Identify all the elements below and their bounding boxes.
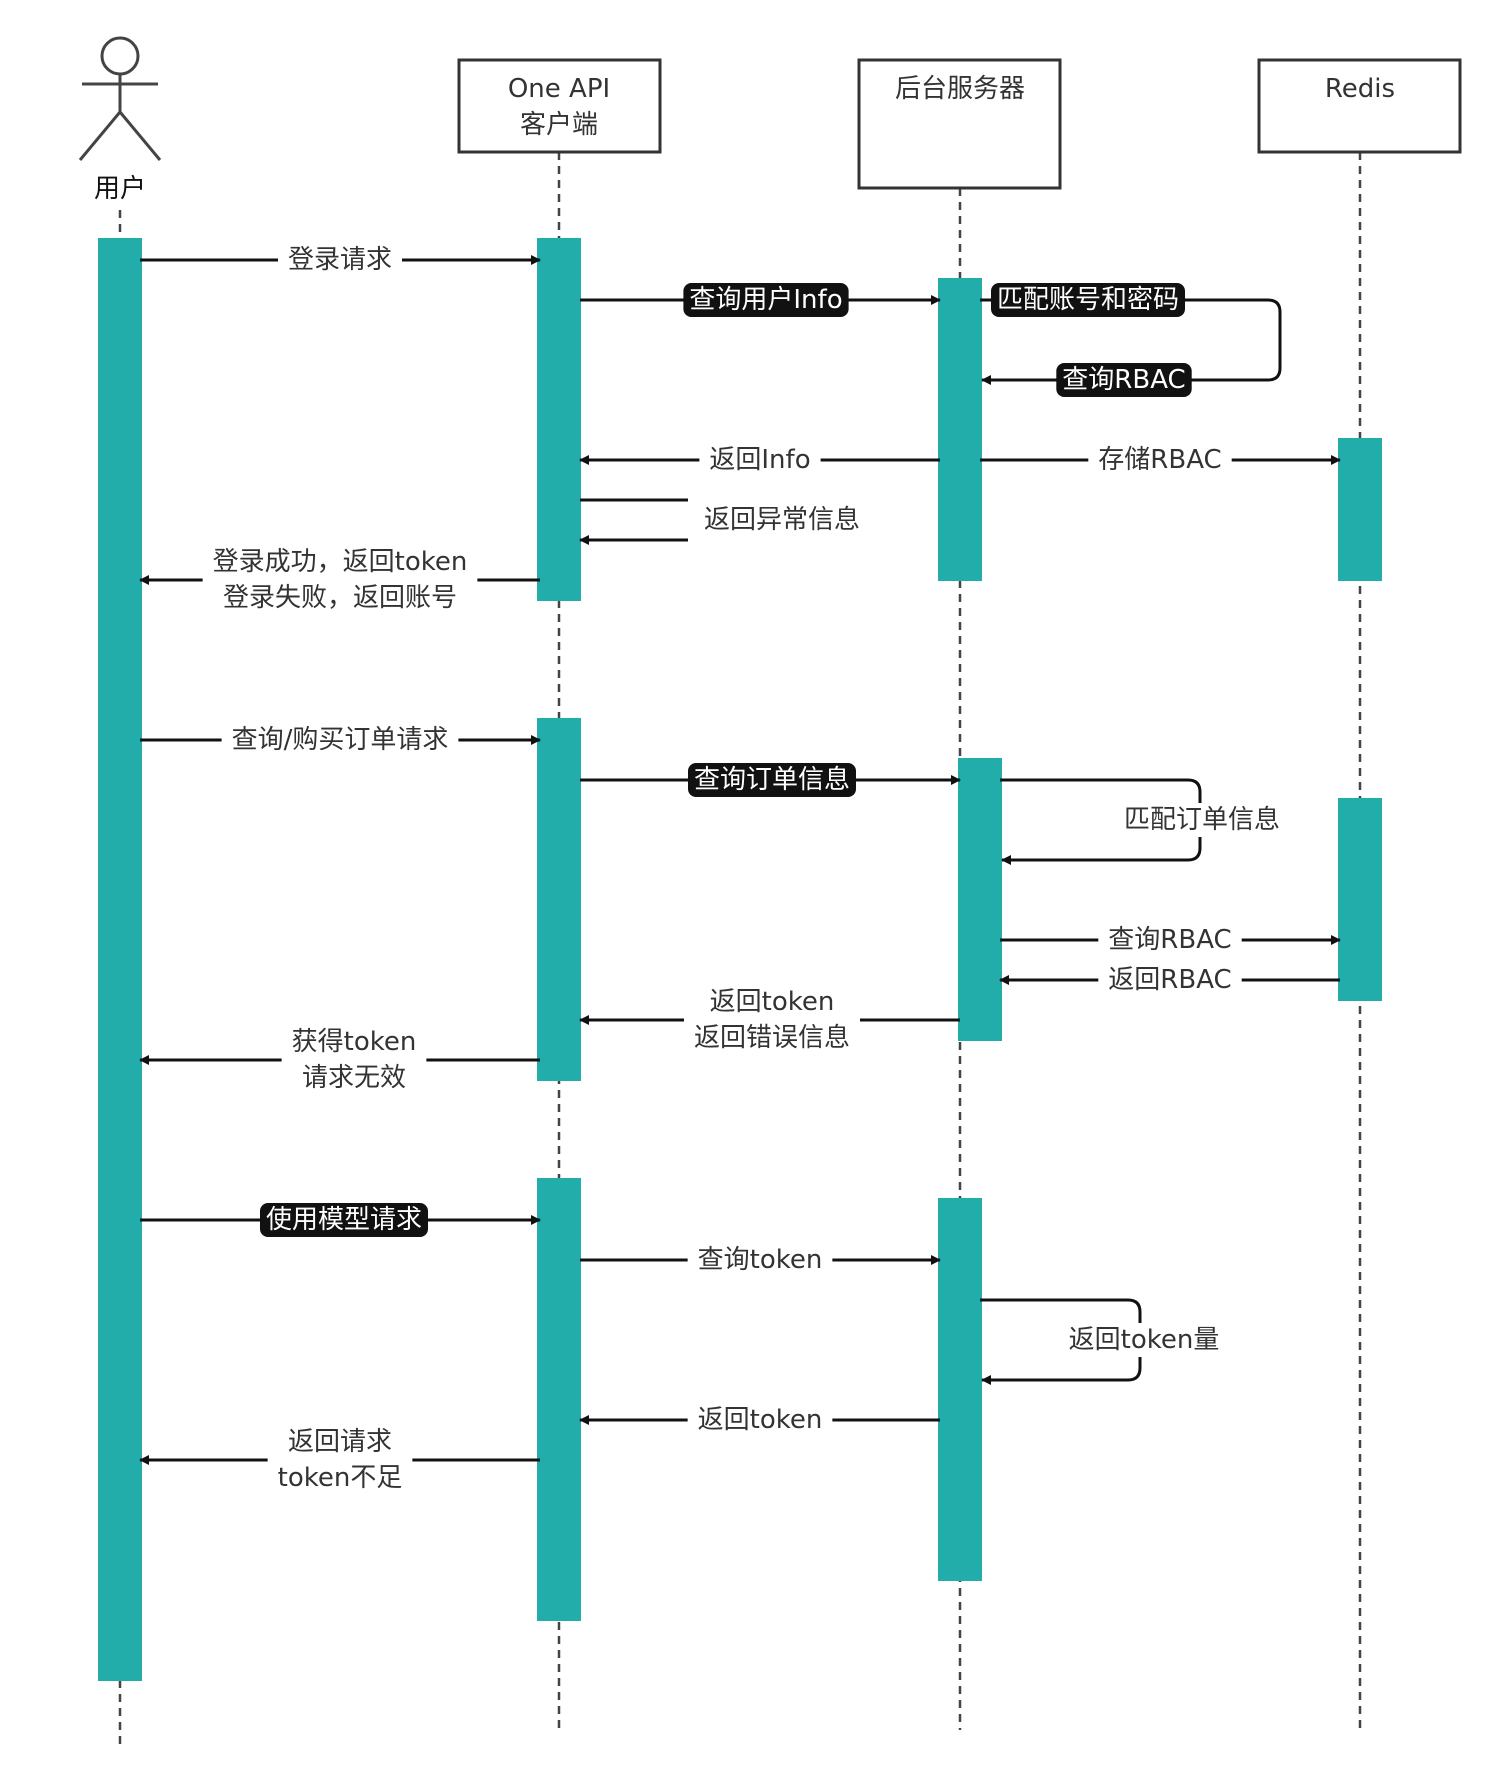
message-label: 返回Info <box>699 443 821 477</box>
participant-box <box>1257 58 1462 154</box>
message-label-line: 返回token量 <box>1069 1325 1220 1355</box>
message-label: 存储RBAC <box>1088 443 1232 477</box>
self-message-arrow <box>980 298 1282 385</box>
label-background <box>1058 1323 1230 1357</box>
message-label: 查询token <box>687 1243 833 1277</box>
label-background <box>683 985 861 1055</box>
activation-bar <box>537 238 581 601</box>
label-highlight-background <box>259 1203 429 1237</box>
message-label-line: 查询RBAC <box>1108 925 1231 955</box>
participant-label-line: One API <box>508 74 610 104</box>
message-label-line: 获得token <box>292 1027 417 1057</box>
label-background <box>1113 803 1291 837</box>
message-label-line: 请求无效 <box>302 1063 406 1093</box>
label-highlight-background <box>990 283 1186 317</box>
message-label-line: 查询订单信息 <box>694 765 850 795</box>
message-label-line: token不足 <box>278 1463 403 1493</box>
message-lines <box>139 255 1341 1465</box>
activation-bar <box>938 278 982 581</box>
message-label: 使用模型请求 <box>259 1203 429 1237</box>
message-label: 查询RBAC <box>1056 363 1192 397</box>
message-label: 查询RBAC <box>1098 923 1242 957</box>
message-label: 返回token 返回错误信息 <box>683 985 861 1055</box>
label-background <box>281 1025 427 1095</box>
message-label-line: 使用模型请求 <box>266 1205 422 1235</box>
participant-label-line: 客户端 <box>520 110 598 140</box>
message-label-line: 查询token <box>698 1245 823 1275</box>
message-label-line: 登录请求 <box>288 245 392 275</box>
message-label: 返回异常信息 <box>693 503 871 537</box>
participant-server: 后台服务器 <box>857 58 1062 190</box>
label-background <box>693 503 871 537</box>
message-label: 返回token量 <box>1058 1323 1230 1357</box>
stick-figure-icon <box>78 36 162 161</box>
activations <box>98 238 1382 1681</box>
participant-client: One API 客户端 <box>457 58 662 154</box>
actor-label: 用户 <box>94 174 146 204</box>
message-label-line: 返回token <box>710 987 835 1017</box>
label-background <box>687 1243 833 1277</box>
message-label-line: 匹配账号和密码 <box>997 285 1179 315</box>
label-background <box>699 443 821 477</box>
message-label-line: 匹配订单信息 <box>1124 805 1280 835</box>
label-highlight-background <box>1056 363 1192 397</box>
message-label-line: 查询用户Info <box>689 285 842 315</box>
activation-bar <box>958 758 1002 1041</box>
participant-redis: Redis <box>1257 58 1462 154</box>
message-label: 查询用户Info <box>683 283 849 317</box>
label-background <box>687 1403 833 1437</box>
activation-bar <box>1338 438 1382 581</box>
message-label-line: 登录成功，返回token <box>213 547 468 577</box>
activation-bar <box>938 1198 982 1581</box>
label-background <box>1098 923 1242 957</box>
message-label: 查询订单信息 <box>687 763 857 797</box>
participant-box <box>857 58 1062 190</box>
activation-bar <box>537 1178 581 1621</box>
message-label-line: 登录失败，返回账号 <box>223 583 457 613</box>
message-label-line: 返回RBAC <box>1108 965 1231 995</box>
label-background <box>267 1425 413 1495</box>
activation-bar <box>537 718 581 1081</box>
label-background <box>1088 443 1232 477</box>
label-highlight-background <box>687 763 857 797</box>
participant-box <box>457 58 662 154</box>
message-label: 查询/购买订单请求 <box>221 723 459 757</box>
label-highlight-background <box>683 283 849 317</box>
message-label: 匹配账号和密码 <box>990 283 1186 317</box>
message-label-line: 返回错误信息 <box>694 1023 850 1053</box>
message-label: 获得token 请求无效 <box>281 1025 427 1095</box>
label-background <box>221 723 459 757</box>
message-label-line: 查询/购买订单请求 <box>232 725 449 755</box>
message-label-line: 返回token <box>698 1405 823 1435</box>
label-background <box>277 243 403 277</box>
message-label-line: 返回异常信息 <box>704 505 860 535</box>
participant-label-line: 后台服务器 <box>895 74 1025 104</box>
participant-label-line: Redis <box>1325 74 1395 104</box>
message-label-line: 返回Info <box>709 445 810 475</box>
message-label: 返回token <box>687 1403 833 1437</box>
message-label: 登录成功，返回token 登录失败，返回账号 <box>202 545 478 615</box>
message-label-line: 返回请求 <box>288 1427 392 1457</box>
message-label: 匹配订单信息 <box>1113 803 1291 837</box>
label-background <box>1098 963 1242 997</box>
actor-user: 用户 <box>78 36 162 204</box>
activation-bar <box>1338 798 1382 1001</box>
label-background <box>202 545 478 615</box>
message-label-line: 查询RBAC <box>1062 365 1185 395</box>
activation-bar <box>98 238 142 1681</box>
message-label: 返回请求 token不足 <box>267 1425 413 1495</box>
message-label: 登录请求 <box>277 243 403 277</box>
message-label-line: 存储RBAC <box>1098 445 1221 475</box>
message-label: 返回RBAC <box>1098 963 1242 997</box>
